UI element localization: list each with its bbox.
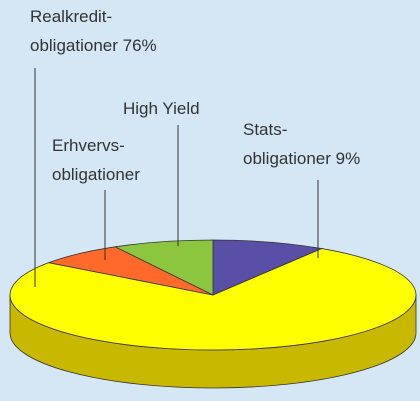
slice [9, 248, 417, 351]
slice-label: Stats- [243, 120, 287, 139]
slice-label: Erhvervs- [52, 136, 125, 155]
slice-label: obligationer [52, 165, 140, 184]
slice-label: Realkredit- [30, 7, 112, 26]
slice-label: obligationer 76% [30, 36, 157, 55]
label-line: obligationer [30, 36, 118, 55]
labels: Stats-obligationer 9% Realkredit-obligati… [30, 7, 360, 184]
slice-label: High Yield [123, 99, 200, 118]
pie [9, 239, 417, 389]
value-label: 76% [123, 36, 157, 55]
label-line: Realkredit- [30, 7, 112, 26]
label-line: High Yield [123, 99, 200, 118]
slice-label: obligationer 9% [243, 149, 360, 168]
label-line: Stats- [243, 120, 287, 139]
label-line: obligationer [52, 165, 140, 184]
slice [113, 239, 214, 296]
label-line: Erhvervs- [52, 136, 125, 155]
value-label: 9% [336, 149, 361, 168]
label-line: obligationer [243, 149, 331, 168]
